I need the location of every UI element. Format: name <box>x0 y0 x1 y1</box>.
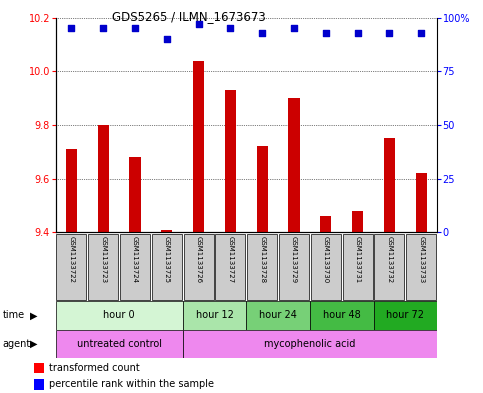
Text: GSM1133728: GSM1133728 <box>259 236 265 283</box>
Text: transformed count: transformed count <box>49 363 140 373</box>
Bar <box>34 363 44 373</box>
Point <box>195 21 202 27</box>
Point <box>68 25 75 31</box>
Bar <box>384 138 395 232</box>
Text: time: time <box>2 310 25 320</box>
Bar <box>215 233 245 299</box>
Point <box>385 29 393 36</box>
Text: untreated control: untreated control <box>77 339 162 349</box>
Bar <box>183 301 246 330</box>
Bar <box>129 157 141 232</box>
Text: hour 48: hour 48 <box>323 310 361 320</box>
Bar <box>246 301 310 330</box>
Bar <box>374 233 404 299</box>
Point <box>290 25 298 31</box>
Bar <box>193 61 204 232</box>
Bar <box>310 301 373 330</box>
Point <box>99 25 107 31</box>
Text: hour 24: hour 24 <box>259 310 297 320</box>
Bar <box>311 233 341 299</box>
Text: GSM1133725: GSM1133725 <box>164 236 170 283</box>
Text: GSM1133733: GSM1133733 <box>418 236 424 283</box>
Text: mycophenolic acid: mycophenolic acid <box>264 339 355 349</box>
Point <box>258 29 266 36</box>
Bar <box>66 149 77 232</box>
Point <box>227 25 234 31</box>
Text: agent: agent <box>2 339 30 349</box>
Text: ▶: ▶ <box>30 310 38 320</box>
Bar <box>320 216 331 232</box>
Text: GSM1133726: GSM1133726 <box>196 236 201 283</box>
Point <box>417 29 425 36</box>
Bar <box>184 233 213 299</box>
Bar <box>288 98 299 232</box>
Text: GSM1133730: GSM1133730 <box>323 236 329 283</box>
Bar <box>352 211 363 232</box>
Text: hour 12: hour 12 <box>196 310 233 320</box>
Bar <box>279 233 309 299</box>
Text: GSM1133732: GSM1133732 <box>386 236 392 283</box>
Bar <box>406 233 436 299</box>
Point <box>354 29 361 36</box>
Bar <box>56 330 183 358</box>
Bar <box>183 330 437 358</box>
Text: GSM1133723: GSM1133723 <box>100 236 106 283</box>
Bar <box>256 147 268 232</box>
Bar <box>373 301 437 330</box>
Point <box>131 25 139 31</box>
Text: GSM1133731: GSM1133731 <box>355 236 361 283</box>
Text: GSM1133724: GSM1133724 <box>132 236 138 283</box>
Text: GDS5265 / ILMN_1673673: GDS5265 / ILMN_1673673 <box>112 10 266 23</box>
Bar <box>34 379 44 389</box>
Text: GSM1133722: GSM1133722 <box>69 236 74 283</box>
Bar <box>161 230 172 232</box>
Bar <box>152 233 182 299</box>
Text: hour 0: hour 0 <box>103 310 135 320</box>
Bar <box>88 233 118 299</box>
Bar <box>57 233 86 299</box>
Text: GSM1133727: GSM1133727 <box>227 236 233 283</box>
Bar <box>56 301 183 330</box>
Bar <box>98 125 109 232</box>
Point <box>322 29 330 36</box>
Bar <box>416 173 427 232</box>
Text: percentile rank within the sample: percentile rank within the sample <box>49 379 214 389</box>
Bar <box>342 233 372 299</box>
Point <box>163 36 170 42</box>
Bar <box>225 90 236 232</box>
Text: GSM1133729: GSM1133729 <box>291 236 297 283</box>
Bar <box>120 233 150 299</box>
Bar <box>247 233 277 299</box>
Text: ▶: ▶ <box>30 339 38 349</box>
Text: hour 72: hour 72 <box>386 310 425 320</box>
